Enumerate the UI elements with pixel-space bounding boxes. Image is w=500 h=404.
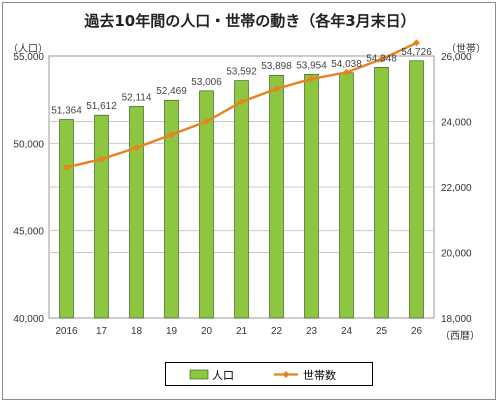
x-axis-unit: （西暦）: [440, 331, 480, 342]
x-tick-label: 19: [166, 326, 178, 337]
right-tick-label: 20,000: [441, 249, 472, 260]
bar: [339, 72, 354, 319]
line-point: [273, 85, 280, 93]
left-axis-unit: （人口）: [8, 44, 48, 55]
legend-swatch-population: [189, 369, 209, 380]
bar-data-label: 53,954: [296, 60, 327, 71]
x-tick-label: 18: [131, 326, 143, 337]
bar: [199, 90, 214, 319]
bar-data-label: 54,038: [331, 59, 362, 70]
line-point: [378, 55, 385, 63]
x-tick-label: 21: [236, 326, 248, 337]
line-point: [413, 39, 420, 47]
left-tick-label: 55,000: [13, 52, 44, 63]
line-point: [203, 118, 210, 125]
bar: [164, 99, 179, 319]
bar: [94, 114, 109, 319]
right-tick-label: 24,000: [441, 118, 472, 129]
bar-data-label: 54,348: [366, 53, 397, 64]
bar: [304, 73, 319, 319]
chart-title: 過去10年間の人口・世帯の動き（各年3月末日）: [84, 12, 416, 30]
right-tick-label: 26,000: [441, 52, 472, 63]
bar: [234, 80, 249, 319]
line-point: [63, 163, 70, 171]
x-tick-label: 17: [96, 326, 108, 337]
bar-data-label: 53,592: [226, 67, 257, 78]
x-tick-label: 2016: [55, 326, 78, 337]
bar-data-label: 52,469: [156, 86, 187, 97]
right-tick-label: 18,000: [441, 314, 472, 325]
line-point: [133, 144, 140, 152]
line-point: [98, 155, 105, 163]
line-point: [168, 131, 175, 139]
bar-data-label: 53,898: [261, 61, 292, 72]
x-tick-label: 24: [341, 326, 353, 337]
x-tick-label: 23: [306, 326, 318, 337]
bar-data-label: 53,006: [191, 77, 222, 88]
right-tick-label: 22,000: [441, 183, 472, 194]
line-point: [343, 68, 350, 76]
legend-marker-households: [282, 371, 290, 378]
x-tick-label: 22: [271, 326, 283, 337]
bar-data-label: 51,612: [86, 101, 117, 112]
right-axis-unit: （世帯）: [446, 44, 486, 55]
left-tick-label: 50,000: [13, 139, 44, 150]
x-tick-label: 25: [376, 326, 388, 337]
x-tick-label: 26: [411, 326, 423, 337]
bar: [409, 60, 424, 319]
left-tick-label: 40,000: [13, 314, 44, 325]
bar-data-label: 51,364: [51, 106, 82, 117]
legend: 人口 世帯数: [165, 362, 373, 386]
x-tick-label: 20: [201, 326, 213, 337]
line-point: [238, 98, 245, 106]
bar: [59, 119, 74, 319]
bar: [374, 67, 389, 319]
legend-label-population: 人口: [212, 369, 234, 382]
left-tick-label: 45,000: [13, 227, 44, 238]
bar-data-label: 54,726: [401, 47, 432, 58]
line-point: [308, 75, 315, 83]
legend-label-households: 世帯数: [303, 369, 336, 382]
bar-data-label: 52,114: [122, 92, 152, 103]
bar: [269, 74, 284, 319]
bar: [129, 106, 144, 319]
